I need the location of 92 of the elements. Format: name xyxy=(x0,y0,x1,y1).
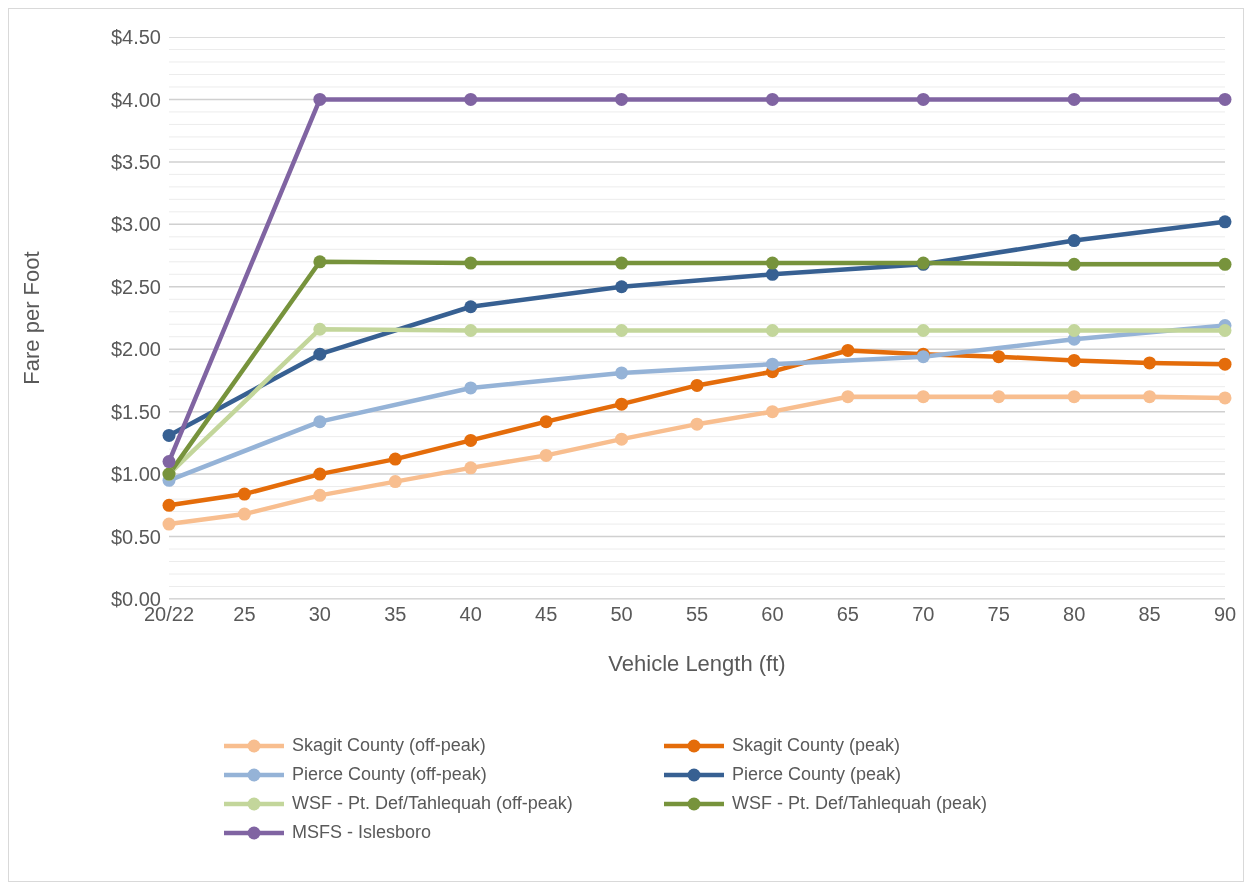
x-tick-label: 85 xyxy=(1138,603,1161,626)
legend-label: WSF - Pt. Def/Tahlequah (off-peak) xyxy=(292,793,573,814)
point xyxy=(992,350,1006,364)
x-tick-label: 55 xyxy=(685,603,709,626)
point xyxy=(1067,92,1081,106)
point xyxy=(464,381,478,395)
x-tick-label: 25 xyxy=(233,603,256,626)
point xyxy=(464,256,478,270)
point xyxy=(765,256,779,270)
point xyxy=(992,390,1006,404)
y-tick-label: $1.50 xyxy=(110,400,161,423)
point xyxy=(464,433,478,447)
legend-label: MSFS - Islesboro xyxy=(292,822,432,843)
point xyxy=(1067,353,1081,367)
x-tick-label: 40 xyxy=(459,603,482,626)
point xyxy=(615,432,629,446)
point xyxy=(237,487,251,501)
point xyxy=(464,461,478,475)
y-tick-label: $2.50 xyxy=(110,275,161,298)
point xyxy=(615,256,629,270)
point xyxy=(1067,234,1081,248)
point xyxy=(1067,257,1081,271)
point xyxy=(1218,323,1232,337)
y-tick-label: $2.00 xyxy=(110,338,161,361)
point xyxy=(1218,391,1232,405)
point xyxy=(916,323,930,337)
point xyxy=(690,378,704,392)
y-tick-label: $3.00 xyxy=(110,213,161,236)
point xyxy=(1218,357,1232,371)
point xyxy=(313,488,327,502)
x-tick-label: 80 xyxy=(1063,603,1086,626)
point xyxy=(162,455,176,469)
point xyxy=(237,507,251,521)
x-tick-label: 65 xyxy=(836,603,859,626)
point xyxy=(1218,92,1232,106)
point xyxy=(765,405,779,419)
point xyxy=(313,322,327,336)
point xyxy=(313,255,327,269)
point xyxy=(539,448,553,462)
legend-label: WSF - Pt. Def/Tahlequah (peak) xyxy=(732,793,988,814)
point xyxy=(464,323,478,337)
x-tick-label: 90 xyxy=(1213,603,1237,626)
point xyxy=(615,280,629,294)
x-tick-label: 60 xyxy=(761,603,784,626)
point xyxy=(388,452,402,466)
point xyxy=(765,92,779,106)
point xyxy=(162,498,176,512)
x-tick-label: 35 xyxy=(384,603,407,626)
x-axis-title: Vehicle Length (ft) xyxy=(608,651,786,676)
point xyxy=(615,92,629,106)
x-tick-label: 50 xyxy=(610,603,633,626)
point xyxy=(615,397,629,411)
point xyxy=(765,323,779,337)
point xyxy=(841,343,855,357)
point xyxy=(1067,323,1081,337)
point xyxy=(1067,390,1081,404)
x-tick-label: 75 xyxy=(987,603,1010,626)
legend-label: Pierce County (peak) xyxy=(732,764,902,785)
point xyxy=(464,300,478,314)
y-tick-label: $0.50 xyxy=(110,525,161,548)
point xyxy=(162,517,176,531)
y-tick-label: $4.50 xyxy=(110,26,161,49)
point xyxy=(1143,390,1157,404)
x-tick-label: 70 xyxy=(912,603,935,626)
point xyxy=(539,415,553,429)
point xyxy=(765,267,779,281)
y-tick-label: $1.00 xyxy=(110,463,161,486)
point xyxy=(916,92,930,106)
point xyxy=(615,323,629,337)
point xyxy=(1218,215,1232,229)
legend-label: Skagit County (off-peak) xyxy=(292,735,486,756)
point xyxy=(841,390,855,404)
point xyxy=(765,357,779,371)
legend-label: Skagit County (peak) xyxy=(732,735,901,756)
point xyxy=(313,415,327,429)
point xyxy=(615,366,629,380)
point xyxy=(388,475,402,489)
x-tick-label: 30 xyxy=(308,603,331,626)
y-tick-label: $3.50 xyxy=(110,150,161,173)
point xyxy=(162,428,176,442)
y-tick-label: $4.00 xyxy=(110,88,161,111)
y-axis-title: Fare per Foot xyxy=(18,251,44,385)
x-tick-label: 45 xyxy=(535,603,558,626)
point xyxy=(1143,356,1157,370)
point xyxy=(313,92,327,106)
legend-label: Pierce County (off-peak) xyxy=(292,764,487,785)
point xyxy=(1218,257,1232,271)
point xyxy=(313,467,327,481)
point xyxy=(916,390,930,404)
point xyxy=(313,347,327,361)
point xyxy=(464,92,478,106)
point xyxy=(690,417,704,431)
